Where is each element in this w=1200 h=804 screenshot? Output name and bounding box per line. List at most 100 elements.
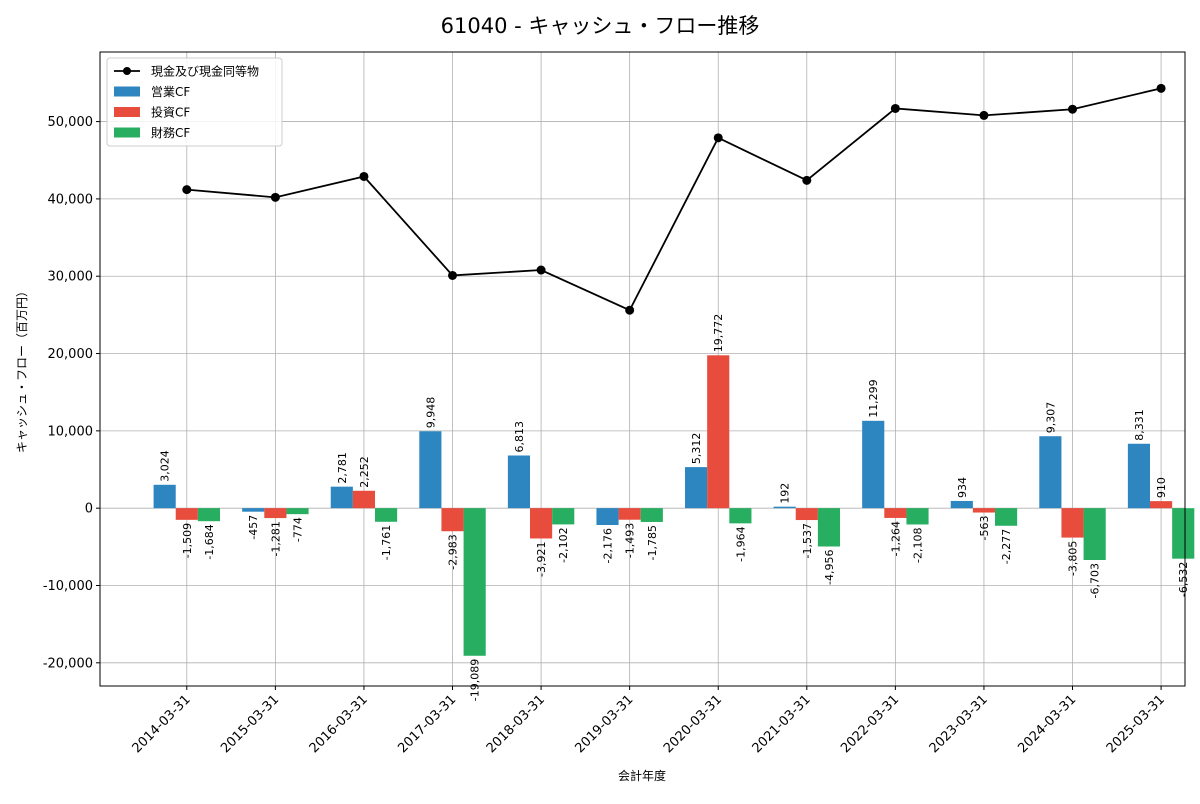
x-tick-label: 2025-03-31 xyxy=(1104,692,1168,756)
bar-value-label: -2,277 xyxy=(1000,529,1013,564)
grid-layer xyxy=(100,52,1185,686)
bar-投資CF xyxy=(972,508,996,513)
cash-point xyxy=(1156,83,1166,93)
bar-value-label: -1,761 xyxy=(380,525,393,560)
bar-value-label: 6,813 xyxy=(513,421,526,453)
bar-営業CF xyxy=(1127,443,1151,509)
x-tick-label: 2015-03-31 xyxy=(218,692,282,756)
bar-value-label: -19,089 xyxy=(469,659,482,701)
bar-営業CF xyxy=(153,484,176,509)
bar-value-label: 192 xyxy=(779,483,792,504)
cash-point xyxy=(802,175,812,185)
y-tick-label: 10,000 xyxy=(48,424,94,439)
bar-財務CF xyxy=(640,508,663,522)
y-tick-label: -10,000 xyxy=(43,579,93,594)
y-tick-label: 30,000 xyxy=(48,270,94,285)
bar-value-label: 910 xyxy=(1155,477,1168,498)
bar-value-label: -6,532 xyxy=(1177,562,1190,597)
bar-営業CF xyxy=(862,420,885,509)
bar-value-label: -4,956 xyxy=(823,549,836,584)
bar-財務CF xyxy=(552,508,575,525)
bar-財務CF xyxy=(197,508,221,522)
bar-value-label: 3,024 xyxy=(159,450,172,482)
bar-value-label: -1,964 xyxy=(734,526,747,561)
cash-point xyxy=(448,270,458,280)
cash-point xyxy=(979,110,989,120)
x-tick-label: 2019-03-31 xyxy=(572,692,636,756)
legend-swatch-bar xyxy=(114,107,140,117)
y-tick-label: -20,000 xyxy=(43,656,93,671)
bars-layer xyxy=(153,355,1195,656)
bar-投資CF xyxy=(1061,508,1084,538)
bar-value-label: -1,785 xyxy=(646,525,659,560)
legend-label: 財務CF xyxy=(151,125,190,140)
x-tick-label: 2023-03-31 xyxy=(927,692,991,756)
y-tick-label: 0 xyxy=(85,502,93,517)
bar-財務CF xyxy=(1083,508,1106,560)
x-tick-label: 2014-03-31 xyxy=(130,692,194,756)
bar-財務CF xyxy=(286,508,309,515)
plot-frame xyxy=(99,51,1186,687)
bar-value-label: -1,264 xyxy=(889,521,902,556)
cash-point xyxy=(625,305,635,315)
bar-value-label: 5,312 xyxy=(690,433,703,465)
y-tick-label: 50,000 xyxy=(48,115,94,130)
bar-value-label: -1,281 xyxy=(269,521,282,556)
bar-投資CF xyxy=(352,490,376,509)
bar-labels-layer: 3,024 -457 2,781 9,948 6,813 -2,176 5,312 192 11… xyxy=(159,314,1191,701)
y-tick-label: 20,000 xyxy=(48,347,94,362)
legend-label: 投資CF xyxy=(151,105,190,120)
bar-財務CF xyxy=(995,508,1018,526)
bar-value-label: -1,537 xyxy=(801,523,814,558)
legend-label: 営業CF xyxy=(151,85,190,99)
bar-営業CF xyxy=(773,506,796,509)
bar-value-label: -6,703 xyxy=(1089,563,1102,598)
x-axis-label: 会計年度 xyxy=(618,768,666,783)
y-tick-label: 40,000 xyxy=(48,192,94,207)
x-tick-label: 2020-03-31 xyxy=(661,692,725,756)
bar-value-label: 8,331 xyxy=(1133,409,1146,441)
bar-財務CF xyxy=(906,508,929,525)
x-tick-label: 2016-03-31 xyxy=(307,692,371,756)
legend-swatch-bar xyxy=(114,86,140,97)
bar-財務CF xyxy=(729,508,752,524)
cash-point xyxy=(713,133,723,143)
legend-label: 現金及び現金同等物 xyxy=(151,64,259,79)
bar-value-label: -457 xyxy=(247,515,260,540)
axis-layer: -20,000 -10,000 0 10,000 20,000 30,000 40,000 5… xyxy=(43,115,1168,756)
bar-営業CF xyxy=(419,431,442,509)
cash-point xyxy=(1068,104,1078,114)
bar-value-label: 2,781 xyxy=(336,452,349,484)
bar-value-label: -563 xyxy=(978,516,991,541)
bar-営業CF xyxy=(1039,436,1062,509)
bar-value-label: -3,921 xyxy=(535,541,548,576)
bar-営業CF xyxy=(685,467,708,509)
bar-value-label: -2,102 xyxy=(557,527,570,562)
bar-value-label: 9,948 xyxy=(424,397,437,429)
bar-営業CF xyxy=(507,455,531,509)
cash-point xyxy=(536,265,546,275)
cash-point xyxy=(359,171,369,181)
bar-営業CF xyxy=(950,500,973,509)
legend-box xyxy=(106,57,283,147)
bar-value-label: -2,983 xyxy=(447,534,460,569)
bar-value-label: 9,307 xyxy=(1044,402,1057,434)
x-tick-label: 2024-03-31 xyxy=(1015,692,1079,756)
bar-value-label: 934 xyxy=(956,477,969,498)
bar-投資CF xyxy=(530,508,553,539)
y-axis-label: キャッシュ・フロー（百万円） xyxy=(15,285,29,453)
cash-point xyxy=(182,185,192,195)
bar-value-label: -1,493 xyxy=(624,523,637,558)
x-tick-label: 2017-03-31 xyxy=(395,692,459,756)
x-tick-label: 2021-03-31 xyxy=(750,692,814,756)
bar-投資CF xyxy=(884,508,907,518)
x-tick-label: 2018-03-31 xyxy=(484,692,548,756)
bar-投資CF xyxy=(1150,501,1173,509)
bar-財務CF xyxy=(463,508,486,656)
bar-投資CF xyxy=(441,508,464,532)
bar-投資CF xyxy=(175,508,198,520)
chart-title: 61040 - キャッシュ・フロー推移 xyxy=(441,14,760,38)
cash-point xyxy=(270,192,280,202)
